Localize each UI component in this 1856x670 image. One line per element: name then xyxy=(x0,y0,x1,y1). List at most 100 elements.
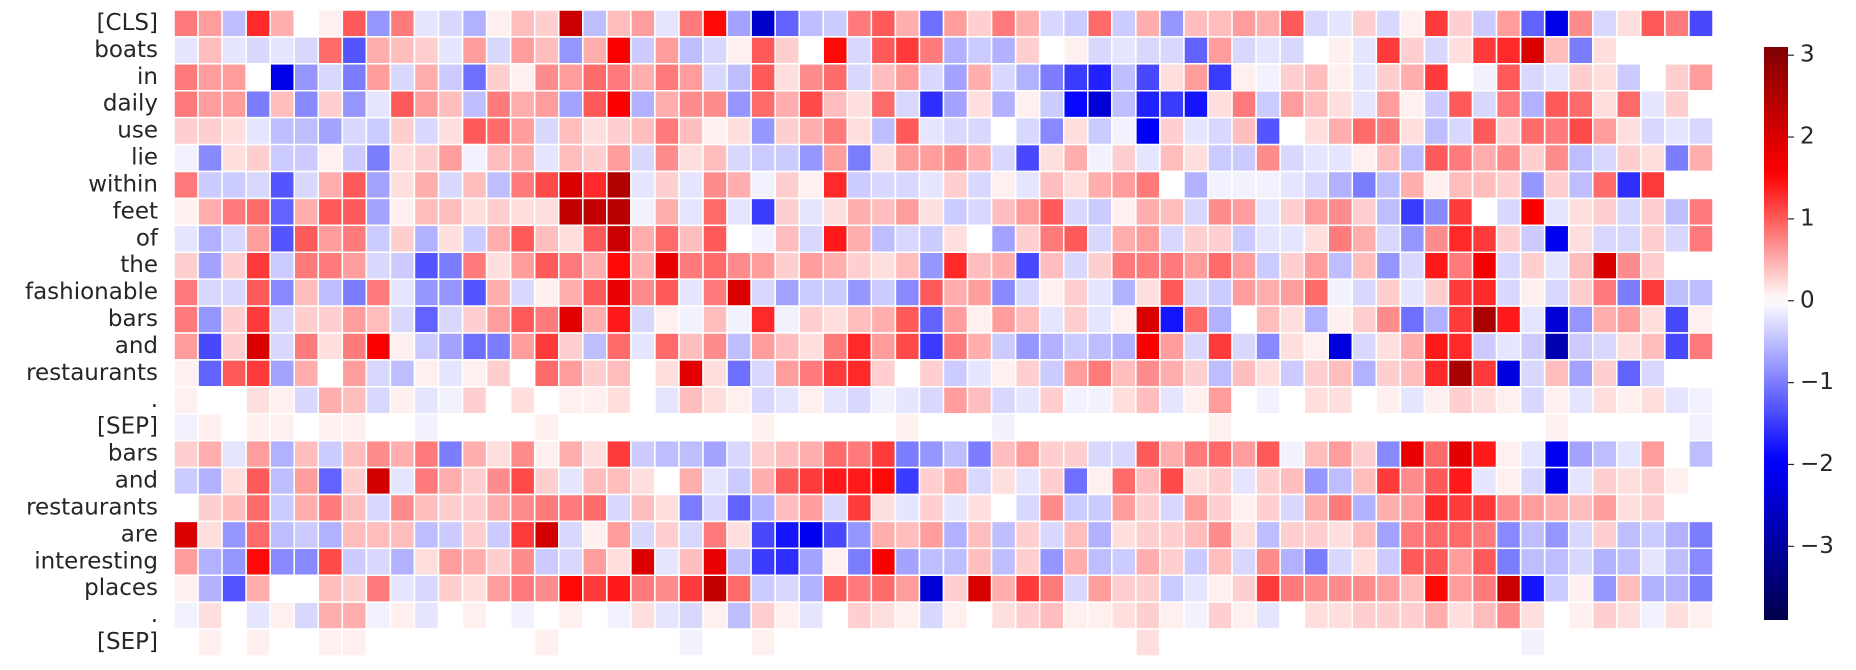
cell xyxy=(1447,197,1474,227)
cell xyxy=(1375,278,1402,307)
cell xyxy=(1423,224,1450,253)
cell xyxy=(942,547,969,576)
cell xyxy=(1616,251,1642,280)
colorbar-tick-label: 2 xyxy=(1800,124,1815,150)
cell xyxy=(221,63,247,92)
cell xyxy=(990,305,1017,334)
cell xyxy=(413,574,440,603)
cell xyxy=(245,278,271,307)
cell xyxy=(1399,493,1426,523)
cell xyxy=(1111,278,1137,307)
cell xyxy=(1303,439,1329,469)
cell xyxy=(1375,224,1402,253)
cell xyxy=(389,574,416,603)
cell xyxy=(1640,601,1666,630)
cell xyxy=(1279,466,1305,496)
cell xyxy=(678,63,704,92)
cell xyxy=(630,386,656,415)
cell xyxy=(293,628,320,657)
cell xyxy=(918,143,945,173)
cell xyxy=(1183,332,1209,361)
cell xyxy=(509,224,536,253)
cell xyxy=(1471,224,1498,253)
cell xyxy=(533,359,560,388)
cell xyxy=(1519,601,1546,630)
cell xyxy=(1616,63,1642,92)
cell xyxy=(1183,143,1209,173)
cell xyxy=(1519,63,1546,92)
cell xyxy=(197,36,223,65)
cell xyxy=(1423,251,1450,280)
cell xyxy=(1038,547,1065,576)
cell xyxy=(558,493,584,523)
cell xyxy=(1640,251,1666,280)
cell xyxy=(1207,143,1233,173)
cell xyxy=(1183,170,1209,200)
cell xyxy=(822,439,849,469)
cell xyxy=(1255,439,1281,469)
cell xyxy=(942,466,969,496)
cell xyxy=(293,359,320,388)
cell xyxy=(1135,63,1161,92)
cell xyxy=(918,601,945,630)
cell xyxy=(1014,63,1041,92)
cell xyxy=(1616,197,1642,227)
cell xyxy=(1519,170,1546,200)
cell xyxy=(269,359,295,388)
cell xyxy=(1519,386,1546,415)
cell xyxy=(678,224,704,253)
cell xyxy=(966,116,993,146)
cell xyxy=(870,332,897,361)
cell xyxy=(317,601,344,630)
cell xyxy=(630,63,656,92)
cell xyxy=(942,224,969,253)
cell xyxy=(1207,251,1233,280)
cell xyxy=(918,63,945,92)
cell xyxy=(1183,386,1209,415)
cell xyxy=(846,628,873,657)
cell xyxy=(1014,305,1041,334)
cell xyxy=(1471,547,1498,576)
cell xyxy=(630,574,656,603)
cell xyxy=(1183,359,1209,388)
cell xyxy=(221,439,247,469)
cell xyxy=(221,628,247,657)
cell xyxy=(1519,413,1546,442)
cell xyxy=(485,332,512,361)
cell xyxy=(1014,278,1041,307)
cell xyxy=(846,224,873,253)
cell xyxy=(245,520,271,550)
cell xyxy=(1111,224,1137,253)
cell xyxy=(341,493,368,523)
cell xyxy=(1279,413,1305,442)
cell xyxy=(558,9,584,38)
cell xyxy=(1062,439,1089,469)
cell xyxy=(774,574,800,603)
cell xyxy=(1327,36,1354,65)
cell xyxy=(1087,278,1113,307)
cell xyxy=(1447,278,1474,307)
cell xyxy=(846,116,873,146)
cell xyxy=(533,574,560,603)
cell xyxy=(1592,90,1618,119)
cell xyxy=(1135,628,1161,657)
cell xyxy=(245,143,271,173)
cell xyxy=(533,332,560,361)
cell xyxy=(1255,520,1281,550)
cell xyxy=(1087,170,1113,200)
cell xyxy=(461,143,488,173)
cell xyxy=(798,332,825,361)
cell xyxy=(245,359,271,388)
cell xyxy=(173,466,199,496)
cell xyxy=(1688,305,1714,334)
cell xyxy=(1616,359,1642,388)
cell xyxy=(918,9,945,38)
cell xyxy=(461,63,488,92)
cell xyxy=(1399,251,1426,280)
cell xyxy=(966,547,993,576)
cell xyxy=(822,9,849,38)
cell xyxy=(1207,520,1233,550)
cell xyxy=(365,628,392,657)
cell xyxy=(1279,439,1305,469)
cell xyxy=(1087,143,1113,173)
